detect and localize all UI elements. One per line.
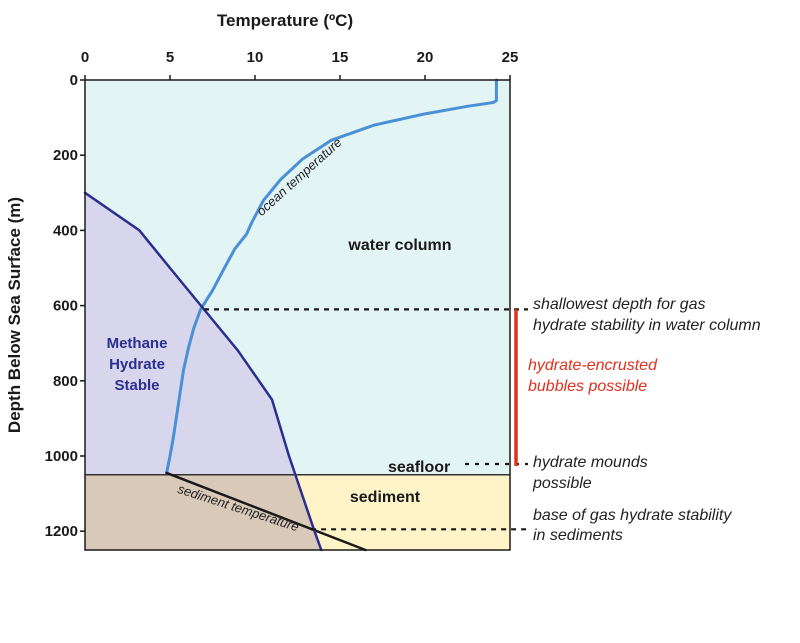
y-axis-title: Depth Below Sea Surface (m) bbox=[5, 197, 24, 433]
x-tick-label: 5 bbox=[166, 49, 174, 66]
hydrate-label: Hydrate bbox=[109, 356, 165, 373]
sediment-hydrate-stable-region bbox=[85, 474, 322, 550]
stable-label: Stable bbox=[114, 377, 159, 394]
ticks-layer: 0 5 10 15 20 25 0 200 400 600 800 1000 1200 bbox=[45, 49, 519, 540]
regions-layer bbox=[85, 80, 510, 550]
x-tick-label: 0 bbox=[81, 49, 89, 66]
shallowest-annotation-line2: hydrate stability in water column bbox=[533, 317, 761, 334]
y-tick-label: 600 bbox=[53, 298, 78, 315]
y-tick-label: 1000 bbox=[45, 448, 78, 465]
y-tick-label: 1200 bbox=[45, 523, 78, 540]
y-tick-label: 400 bbox=[53, 222, 78, 239]
hydrate-stable-region bbox=[85, 192, 296, 475]
x-tick-label: 25 bbox=[502, 49, 519, 66]
y-tick-label: 200 bbox=[53, 147, 78, 164]
ocean-temperature-line bbox=[165, 78, 498, 475]
bubbles-annotation-line1: hydrate-encrusted bbox=[528, 357, 658, 374]
mounds-annotation-line1: hydrate mounds bbox=[533, 454, 648, 471]
base-annotation-line1: base of gas hydrate stability bbox=[533, 507, 732, 524]
mounds-annotation-line2: possible bbox=[532, 475, 592, 492]
bubbles-annotation-line2: bubbles possible bbox=[528, 378, 647, 395]
base-annotation-line2: in sediments bbox=[533, 527, 623, 544]
sediment-temperature-line bbox=[165, 471, 367, 552]
x-tick-label: 20 bbox=[417, 49, 434, 66]
x-tick-label: 15 bbox=[332, 49, 349, 66]
plot-frame bbox=[84, 79, 511, 551]
methane-label: Methane bbox=[107, 335, 168, 352]
x-tick-label: 10 bbox=[247, 49, 264, 66]
seafloor-label: seafloor bbox=[388, 459, 450, 476]
sediment-label: sediment bbox=[350, 489, 421, 506]
shallowest-annotation-line1: shallowest depth for gas bbox=[533, 296, 706, 313]
y-tick-label: 800 bbox=[53, 373, 78, 390]
lines-layer bbox=[83, 78, 528, 552]
water-column-label: water column bbox=[347, 237, 451, 254]
hydrate-stability-boundary-line bbox=[83, 191, 323, 552]
y-tick-label: 0 bbox=[70, 72, 78, 89]
x-axis-title: Temperature (ºC) bbox=[217, 11, 353, 30]
